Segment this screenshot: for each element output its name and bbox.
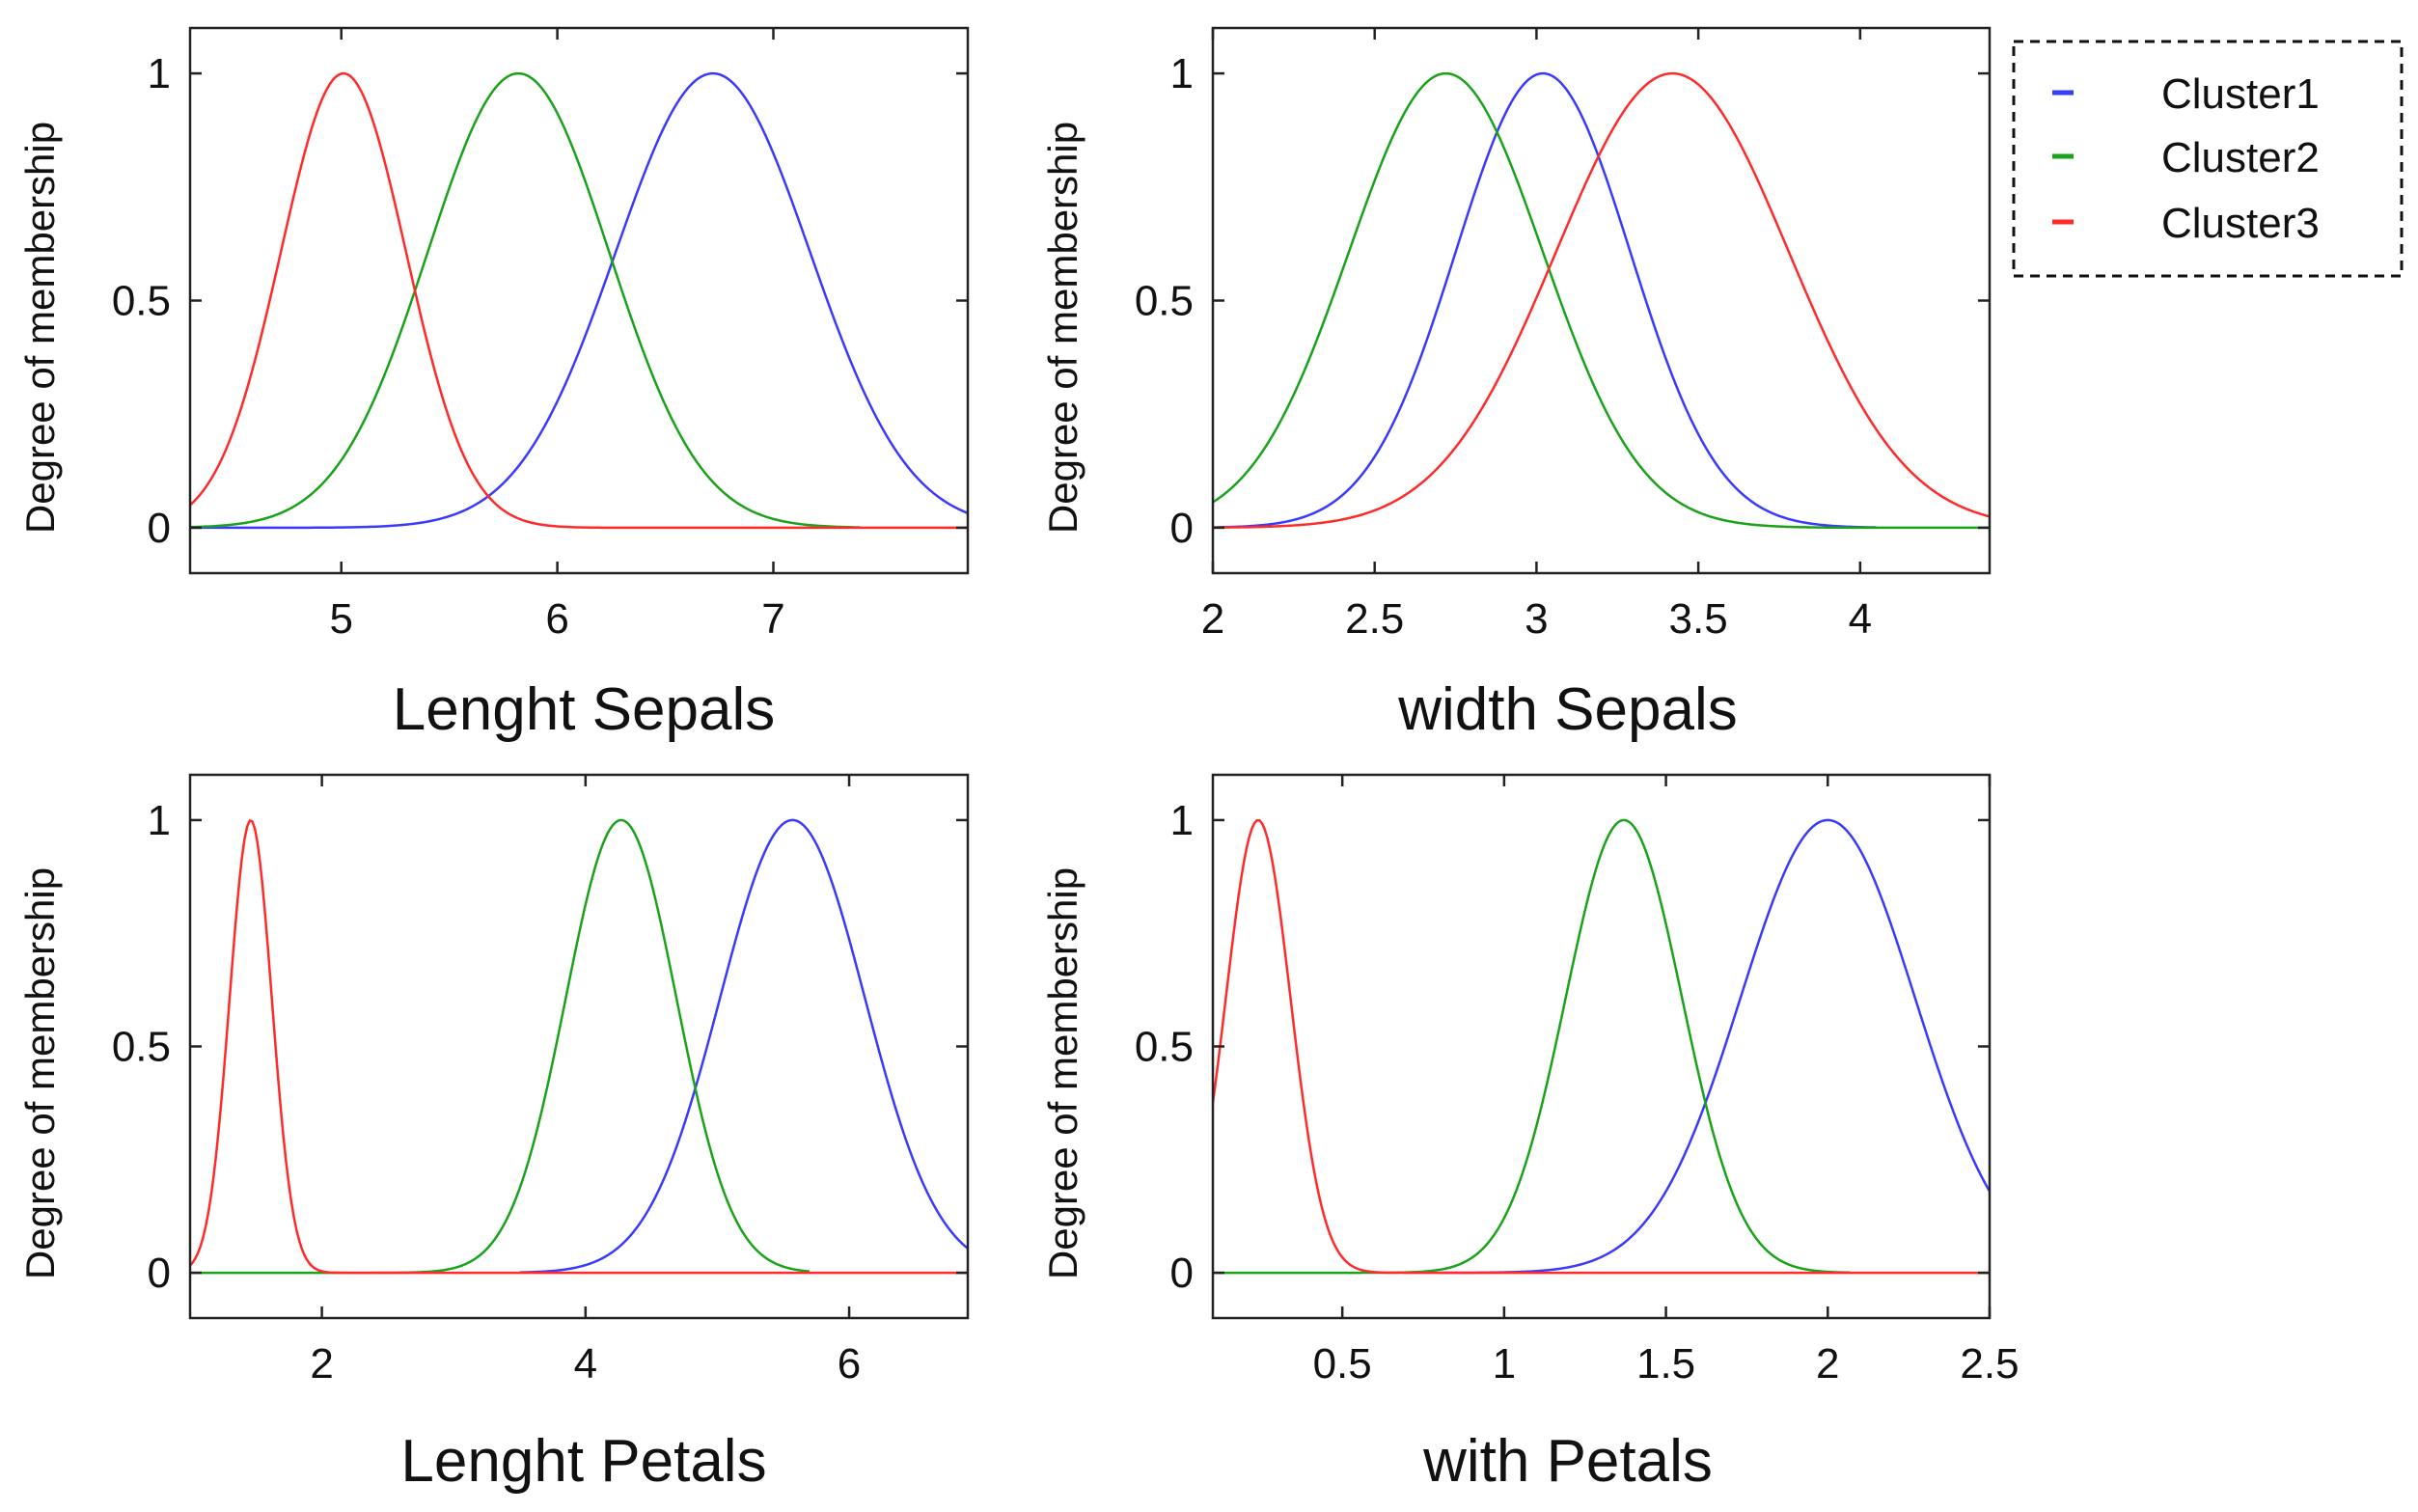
y-tick-label: 0 bbox=[148, 505, 171, 552]
y-tick-label: 1 bbox=[148, 797, 171, 844]
y-axis-label: Degree of membership bbox=[17, 122, 63, 534]
x-tick-label: 4 bbox=[574, 1340, 597, 1388]
x-axis-title: width Sepals bbox=[1397, 676, 1738, 743]
x-tick-label: 2.5 bbox=[1960, 1340, 2019, 1388]
x-tick-label: 1 bbox=[1493, 1340, 1516, 1388]
series-line-cluster3-sepal-length bbox=[189, 71, 968, 530]
legend-label-cluster1: Cluster1 bbox=[2161, 70, 2320, 118]
x-tick-label: 0.5 bbox=[1313, 1340, 1372, 1388]
legend: Cluster1 Cluster2 Cluster3 bbox=[2012, 40, 2404, 278]
series-line-cluster2-sepal-length bbox=[189, 71, 861, 529]
plot-frame bbox=[188, 26, 970, 575]
legend-label-cluster3: Cluster3 bbox=[2161, 200, 2320, 247]
x-axis-title: Lenght Petals bbox=[400, 1428, 766, 1495]
y-tick-label: 0 bbox=[1170, 1250, 1194, 1297]
x-tick-label: 6 bbox=[545, 595, 568, 643]
legend-box bbox=[2012, 40, 2404, 278]
x-tick-label: 7 bbox=[761, 595, 784, 643]
series-line-cluster2-petal-width bbox=[1213, 818, 1851, 1275]
y-tick-label: 0.5 bbox=[112, 278, 171, 325]
chart-panel-sepal-width: 0 0.5 1 2 2.5 3 3.5 4 Degree of membership width … bbox=[1040, 26, 1992, 743]
y-tick-label: 0 bbox=[1170, 505, 1194, 552]
chart-panel-sepal-length: 0 0.5 1 5 6 7 Degree of membership Lenght Sepal… bbox=[17, 26, 970, 743]
series-line-cluster3-sepal-width bbox=[1212, 71, 1991, 529]
y-axis-label: Degree of membership bbox=[17, 867, 63, 1279]
x-tick-label: 2 bbox=[1201, 595, 1224, 643]
series-line-cluster1-sepal-width bbox=[1212, 71, 1877, 529]
panels: 0 0.5 1 5 6 7 Degree of membership Lenght Sepal… bbox=[17, 26, 2020, 1495]
y-tick-label: 1 bbox=[1170, 797, 1194, 844]
x-axis-title: Lenght Sepals bbox=[393, 676, 775, 743]
x-tick-label: 3.5 bbox=[1669, 595, 1728, 643]
x-tick-label: 2 bbox=[310, 1340, 333, 1388]
x-tick-label: 6 bbox=[838, 1340, 861, 1388]
y-tick-label: 0.5 bbox=[1135, 278, 1194, 325]
series-line-cluster2-sepal-width bbox=[1212, 71, 1990, 530]
x-tick-label: 4 bbox=[1849, 595, 1872, 643]
series-line-cluster2-petal-length bbox=[190, 818, 811, 1275]
x-tick-label: 1.5 bbox=[1636, 1340, 1695, 1388]
legend-label-cluster2: Cluster2 bbox=[2161, 134, 2320, 181]
y-tick-label: 0 bbox=[148, 1250, 171, 1297]
chart-panel-petal-width: 0 0.5 1 0.5 1 1.5 2 2.5 Degree of membership with… bbox=[1040, 773, 2020, 1495]
chart-panel-petal-length: 0 0.5 1 2 4 6 Degree of membership Lenght Petal… bbox=[17, 773, 970, 1495]
y-axis-label: Degree of membership bbox=[1040, 122, 1085, 534]
x-tick-label: 3 bbox=[1525, 595, 1548, 643]
x-tick-label: 2 bbox=[1816, 1340, 1839, 1388]
series-line-cluster1-petal-length bbox=[519, 818, 969, 1274]
series-line-cluster3-petal-length bbox=[189, 819, 968, 1275]
y-tick-label: 1 bbox=[148, 50, 171, 97]
y-tick-label: 0.5 bbox=[1135, 1024, 1194, 1071]
y-tick-label: 0.5 bbox=[112, 1024, 171, 1071]
y-tick-label: 1 bbox=[1170, 50, 1194, 97]
plot-frame bbox=[188, 773, 970, 1320]
series-line-cluster3-petal-width bbox=[1211, 819, 1990, 1275]
x-tick-label: 5 bbox=[329, 595, 352, 643]
y-axis-label: Degree of membership bbox=[1040, 867, 1085, 1279]
x-axis-title: with Petals bbox=[1422, 1428, 1713, 1495]
series-line-cluster1-petal-width bbox=[1439, 818, 1992, 1275]
x-tick-label: 2.5 bbox=[1345, 595, 1404, 643]
plot-frame bbox=[1211, 26, 1992, 575]
series-line-cluster1-sepal-length bbox=[190, 71, 969, 530]
